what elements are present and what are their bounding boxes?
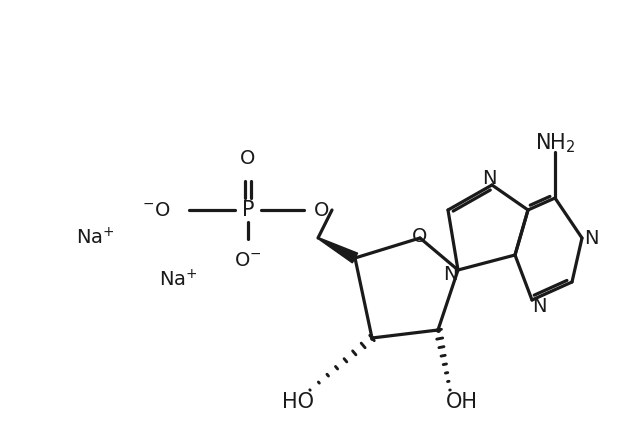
Text: O: O [412,228,428,246]
Text: O: O [240,149,256,169]
Text: $^{-}$O: $^{-}$O [141,201,170,219]
Text: HO: HO [282,392,314,412]
Text: OH: OH [446,392,478,412]
Text: O: O [314,201,330,219]
Text: Na$^{+}$: Na$^{+}$ [159,270,197,291]
Text: N: N [443,265,457,283]
Text: O$^{-}$: O$^{-}$ [234,252,262,270]
Text: NH$_2$: NH$_2$ [534,131,575,155]
Text: P: P [242,200,254,220]
Polygon shape [318,237,358,263]
Text: N: N [482,169,496,187]
Text: N: N [532,296,547,316]
Text: N: N [584,229,598,249]
Text: Na$^{+}$: Na$^{+}$ [76,228,115,249]
